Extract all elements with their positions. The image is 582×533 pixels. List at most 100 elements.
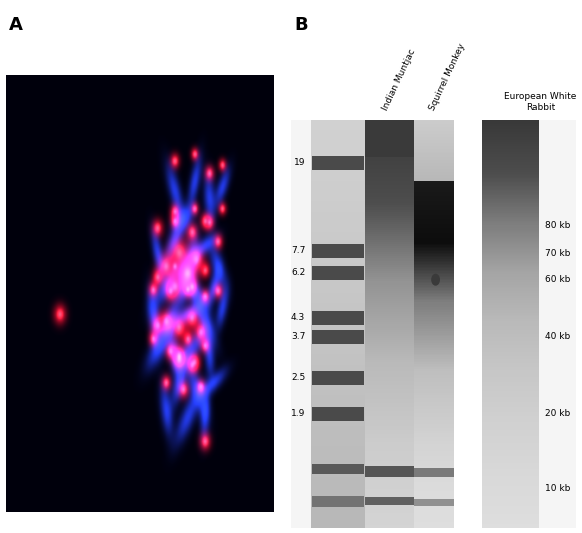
Bar — [365, 526, 414, 527]
Bar — [482, 256, 539, 257]
Text: 6.2: 6.2 — [291, 268, 305, 277]
Bar — [414, 238, 453, 239]
Bar — [414, 433, 453, 435]
Bar — [482, 175, 539, 177]
Bar — [414, 233, 453, 235]
Bar — [482, 265, 539, 266]
Bar — [365, 435, 414, 446]
Bar — [482, 370, 539, 372]
Bar — [365, 506, 414, 507]
Bar — [482, 497, 539, 498]
Bar — [365, 160, 414, 171]
Bar — [482, 479, 539, 480]
Bar — [414, 235, 453, 236]
Bar — [414, 248, 453, 250]
Bar — [365, 505, 414, 506]
Bar — [414, 333, 453, 335]
Bar — [482, 348, 539, 350]
Bar — [365, 266, 414, 269]
Bar — [365, 480, 414, 482]
Bar — [482, 243, 539, 244]
Bar — [414, 352, 453, 353]
Bar — [414, 431, 453, 433]
Bar — [365, 209, 414, 212]
Bar — [414, 496, 453, 497]
Bar — [414, 210, 453, 212]
Bar — [482, 497, 539, 507]
Bar — [482, 518, 539, 519]
Bar — [482, 360, 539, 362]
Bar — [482, 157, 539, 158]
Bar — [414, 373, 453, 375]
Bar — [365, 508, 414, 509]
Bar — [365, 354, 414, 357]
Bar — [482, 377, 539, 378]
Bar — [482, 174, 539, 175]
Bar — [482, 368, 539, 369]
Bar — [482, 524, 539, 525]
Bar — [482, 465, 539, 467]
Bar — [482, 329, 539, 330]
Bar — [365, 305, 414, 308]
Bar — [365, 299, 414, 301]
Bar — [482, 124, 539, 125]
Bar — [414, 231, 453, 233]
Bar — [482, 245, 539, 247]
Bar — [482, 167, 539, 169]
Bar — [414, 484, 453, 485]
Bar — [414, 519, 453, 520]
Bar — [414, 385, 453, 387]
Bar — [414, 522, 453, 523]
Bar — [482, 170, 539, 172]
Bar — [414, 492, 453, 493]
Bar — [482, 449, 539, 451]
Bar — [311, 272, 365, 283]
Bar — [414, 456, 453, 457]
Bar — [311, 160, 365, 171]
Bar — [414, 343, 453, 345]
Bar — [482, 389, 539, 390]
Bar — [482, 128, 539, 129]
Bar — [365, 522, 414, 523]
Bar — [482, 383, 539, 385]
Bar — [365, 132, 414, 134]
Bar — [365, 313, 414, 324]
Bar — [414, 478, 453, 479]
Bar — [365, 360, 414, 362]
Bar — [482, 478, 539, 479]
Bar — [482, 337, 539, 338]
Bar — [414, 313, 453, 324]
Bar — [482, 494, 539, 495]
Bar — [482, 183, 539, 185]
Bar — [414, 157, 453, 158]
Bar — [414, 353, 453, 356]
Bar — [365, 385, 414, 387]
Bar — [414, 289, 453, 291]
Bar — [365, 511, 414, 512]
Bar — [414, 521, 453, 522]
Bar — [365, 240, 414, 242]
Bar — [414, 464, 453, 465]
Bar — [311, 487, 365, 497]
Bar — [365, 464, 414, 466]
Bar — [365, 377, 414, 379]
Bar — [414, 222, 453, 224]
Bar — [414, 508, 453, 510]
Bar — [414, 152, 453, 154]
Bar — [482, 473, 539, 475]
Bar — [365, 368, 414, 370]
Bar — [482, 343, 539, 344]
Bar — [482, 429, 539, 430]
Bar — [414, 129, 453, 131]
Bar — [482, 293, 539, 303]
Bar — [482, 248, 539, 249]
Bar — [365, 324, 414, 334]
Bar — [313, 496, 364, 507]
Bar — [365, 497, 414, 505]
Bar — [482, 435, 539, 437]
Bar — [482, 523, 539, 524]
Bar — [311, 517, 365, 528]
Bar — [482, 276, 539, 277]
Bar — [414, 467, 453, 469]
Bar — [313, 311, 364, 325]
